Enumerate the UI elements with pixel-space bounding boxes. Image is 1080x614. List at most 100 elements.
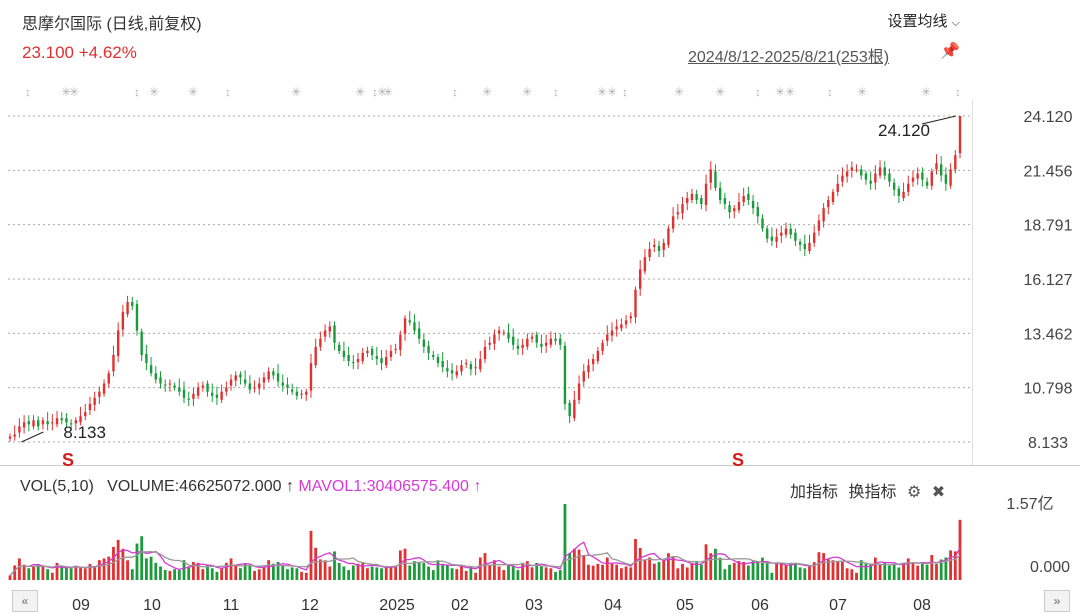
candle-body xyxy=(375,356,379,360)
volume-bar xyxy=(596,563,600,580)
volume-bar xyxy=(826,559,830,580)
mavol10-line xyxy=(9,551,961,576)
volume-bar xyxy=(97,560,101,580)
price-tick-label: 13.462 xyxy=(1024,326,1073,343)
volume-bar xyxy=(196,562,200,580)
volume-bar xyxy=(530,567,534,580)
candle-body xyxy=(69,423,73,425)
time-tick-label: 08 xyxy=(913,597,931,614)
candle-body xyxy=(258,383,261,389)
candle-body xyxy=(629,316,632,319)
candle-body xyxy=(295,391,299,396)
volume-bar xyxy=(888,565,891,580)
candle-body xyxy=(455,371,458,376)
candle-body xyxy=(408,320,411,323)
volume-bar xyxy=(450,568,454,580)
price-tick-label: 24.120 xyxy=(1024,109,1073,126)
volume-bar xyxy=(431,570,435,580)
candle-body xyxy=(860,169,863,176)
candle-body xyxy=(18,426,21,433)
close-icon[interactable]: ✖ xyxy=(931,484,946,501)
candle-body xyxy=(573,399,576,419)
candle-body xyxy=(709,169,712,183)
date-range-link[interactable]: 2024/8/12-2025/8/21(253根) xyxy=(688,49,890,66)
time-tick-label: 12 xyxy=(301,597,319,614)
volume-bar xyxy=(126,560,129,580)
candle-body xyxy=(686,197,689,204)
volume-bar xyxy=(671,556,675,580)
time-tick-label: 05 xyxy=(676,597,694,614)
s-marker: S xyxy=(62,450,74,470)
volume-bar xyxy=(192,561,195,580)
volume-bar xyxy=(79,567,82,580)
add-indicator-button[interactable]: 加指标 xyxy=(790,484,839,501)
event-marker-icon: ↕ xyxy=(553,85,559,99)
candle-body xyxy=(385,357,388,366)
volume-bar xyxy=(403,548,407,580)
volume-bar xyxy=(605,557,609,580)
scroll-left-button[interactable]: « xyxy=(12,590,38,612)
volume-bar xyxy=(469,566,473,580)
volume-bar xyxy=(619,568,623,580)
candle-body xyxy=(864,173,868,180)
gear-icon[interactable]: ⚙ xyxy=(906,484,922,501)
volume-bar xyxy=(765,561,769,580)
volume-bar xyxy=(831,560,835,580)
volume-bar xyxy=(897,567,901,580)
candle-body xyxy=(958,116,962,154)
candle-body xyxy=(159,377,162,384)
candle-body xyxy=(577,383,581,400)
candle-body xyxy=(41,420,45,425)
volume-bar xyxy=(648,557,652,580)
volume-bar xyxy=(751,561,755,580)
candle-body xyxy=(220,391,223,400)
candle-body xyxy=(338,344,341,351)
candle-body xyxy=(436,357,440,364)
candle-body xyxy=(413,322,416,331)
volume-bar xyxy=(601,564,604,580)
volume-bar xyxy=(436,560,440,580)
volume-axis: 1.57亿 0.000 xyxy=(1006,495,1070,576)
candle-body xyxy=(756,207,759,217)
time-tick-label: 09 xyxy=(72,597,90,614)
volume-bar xyxy=(46,569,50,580)
candle-body xyxy=(817,220,821,231)
scroll-right-button[interactable]: » xyxy=(1044,590,1070,612)
volume-bar xyxy=(582,555,586,580)
volume-bar xyxy=(521,562,525,580)
volume-bar xyxy=(13,565,17,580)
price-tick-label: 16.127 xyxy=(1024,272,1073,289)
volume-bar xyxy=(511,566,515,580)
volume-bar xyxy=(685,567,689,580)
pin-icon[interactable]: 📌 xyxy=(940,43,960,60)
event-marker-icon: ✳ xyxy=(785,85,795,99)
volume-bar xyxy=(408,565,412,580)
volume-bar xyxy=(356,563,360,580)
candle-body xyxy=(163,384,167,386)
volume-bar xyxy=(163,570,167,580)
event-marker-icon: ✳ xyxy=(291,85,301,99)
candle-body xyxy=(813,232,816,243)
volume-bar xyxy=(384,566,388,580)
candle-body xyxy=(888,173,891,182)
volume-bar xyxy=(784,564,788,580)
candle-body xyxy=(234,375,237,381)
candle-body xyxy=(549,338,553,345)
volume-bar xyxy=(318,559,322,580)
switch-indicator-button[interactable]: 换指标 xyxy=(848,484,897,501)
event-marker-icon: ↕ xyxy=(25,85,31,99)
set-moving-average-button[interactable]: 设置均线 ⌵ xyxy=(887,10,960,31)
volume-bar xyxy=(949,550,952,580)
volume-bar xyxy=(761,557,764,580)
candle-body xyxy=(939,164,943,176)
volume-bar xyxy=(394,565,398,580)
event-marker-icon: ✳ xyxy=(607,85,617,99)
volume-bar xyxy=(60,566,64,580)
indicator-tools: 加指标 换指标 ⚙ ✖ xyxy=(790,478,945,502)
event-marker-icon: ✳ xyxy=(921,85,931,99)
volume-axis-zero: 0.000 xyxy=(1030,559,1070,576)
volume-bar xyxy=(793,563,797,580)
candle-body xyxy=(342,350,346,358)
candle-body xyxy=(427,345,430,353)
